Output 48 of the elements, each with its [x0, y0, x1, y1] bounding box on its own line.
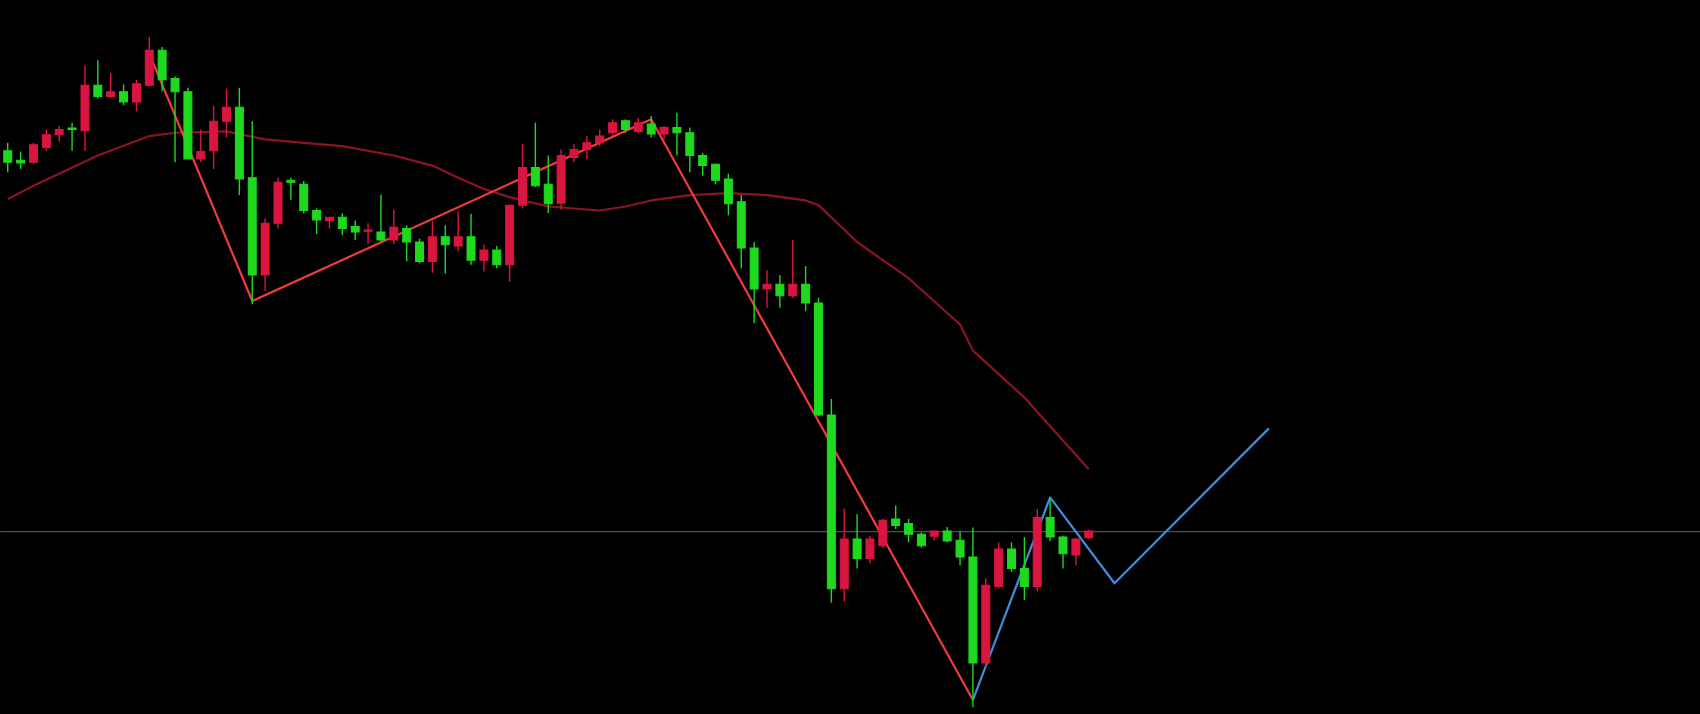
candlestick: [518, 143, 527, 210]
candlestick: [492, 245, 502, 269]
candlestick: [801, 265, 811, 312]
candlestick: [363, 222, 373, 245]
candlestick: [209, 105, 219, 170]
candlestick: [723, 172, 733, 216]
candlestick: [904, 518, 914, 544]
candlestick: [93, 59, 103, 100]
candlestick: [852, 513, 862, 570]
candlestick: [453, 211, 463, 253]
candlestick: [80, 65, 90, 152]
candlestick: [286, 176, 296, 201]
candlestick: [41, 128, 51, 152]
candlestick: [312, 207, 322, 235]
candlestick: [427, 219, 437, 274]
candlestick: [196, 128, 206, 163]
candlestick: [646, 115, 656, 139]
candlestick: [749, 241, 759, 324]
candlestick: [106, 72, 116, 99]
candlestick: [891, 504, 901, 530]
candlestick: [994, 541, 1004, 590]
candlestick: [222, 87, 231, 139]
candlestick: [67, 121, 77, 152]
candlestick: [466, 213, 476, 266]
candlestick: [415, 237, 425, 265]
candlestick: [530, 121, 540, 188]
candlestick: [1019, 536, 1029, 601]
candlestick: [28, 142, 38, 165]
candlestick: [1007, 541, 1017, 573]
candlestick: [119, 83, 129, 106]
candlestick: [479, 244, 489, 273]
candlestick: [144, 36, 154, 88]
candlestick: [698, 152, 708, 177]
candlestick: [440, 224, 450, 275]
candlestick: [1071, 536, 1081, 566]
candlestick: [543, 154, 553, 214]
candlestick: [131, 79, 141, 112]
candlestick: [299, 180, 309, 214]
candlestick: [337, 212, 347, 237]
candlestick: [389, 209, 399, 245]
candlestick: [3, 142, 13, 173]
candlestick: [775, 274, 785, 309]
candlestick: [402, 224, 412, 263]
candlestick: [350, 219, 360, 241]
candlestick: [376, 193, 386, 243]
candlestick: [788, 239, 798, 299]
candlestick: [736, 194, 746, 269]
candlestick: [762, 269, 772, 309]
